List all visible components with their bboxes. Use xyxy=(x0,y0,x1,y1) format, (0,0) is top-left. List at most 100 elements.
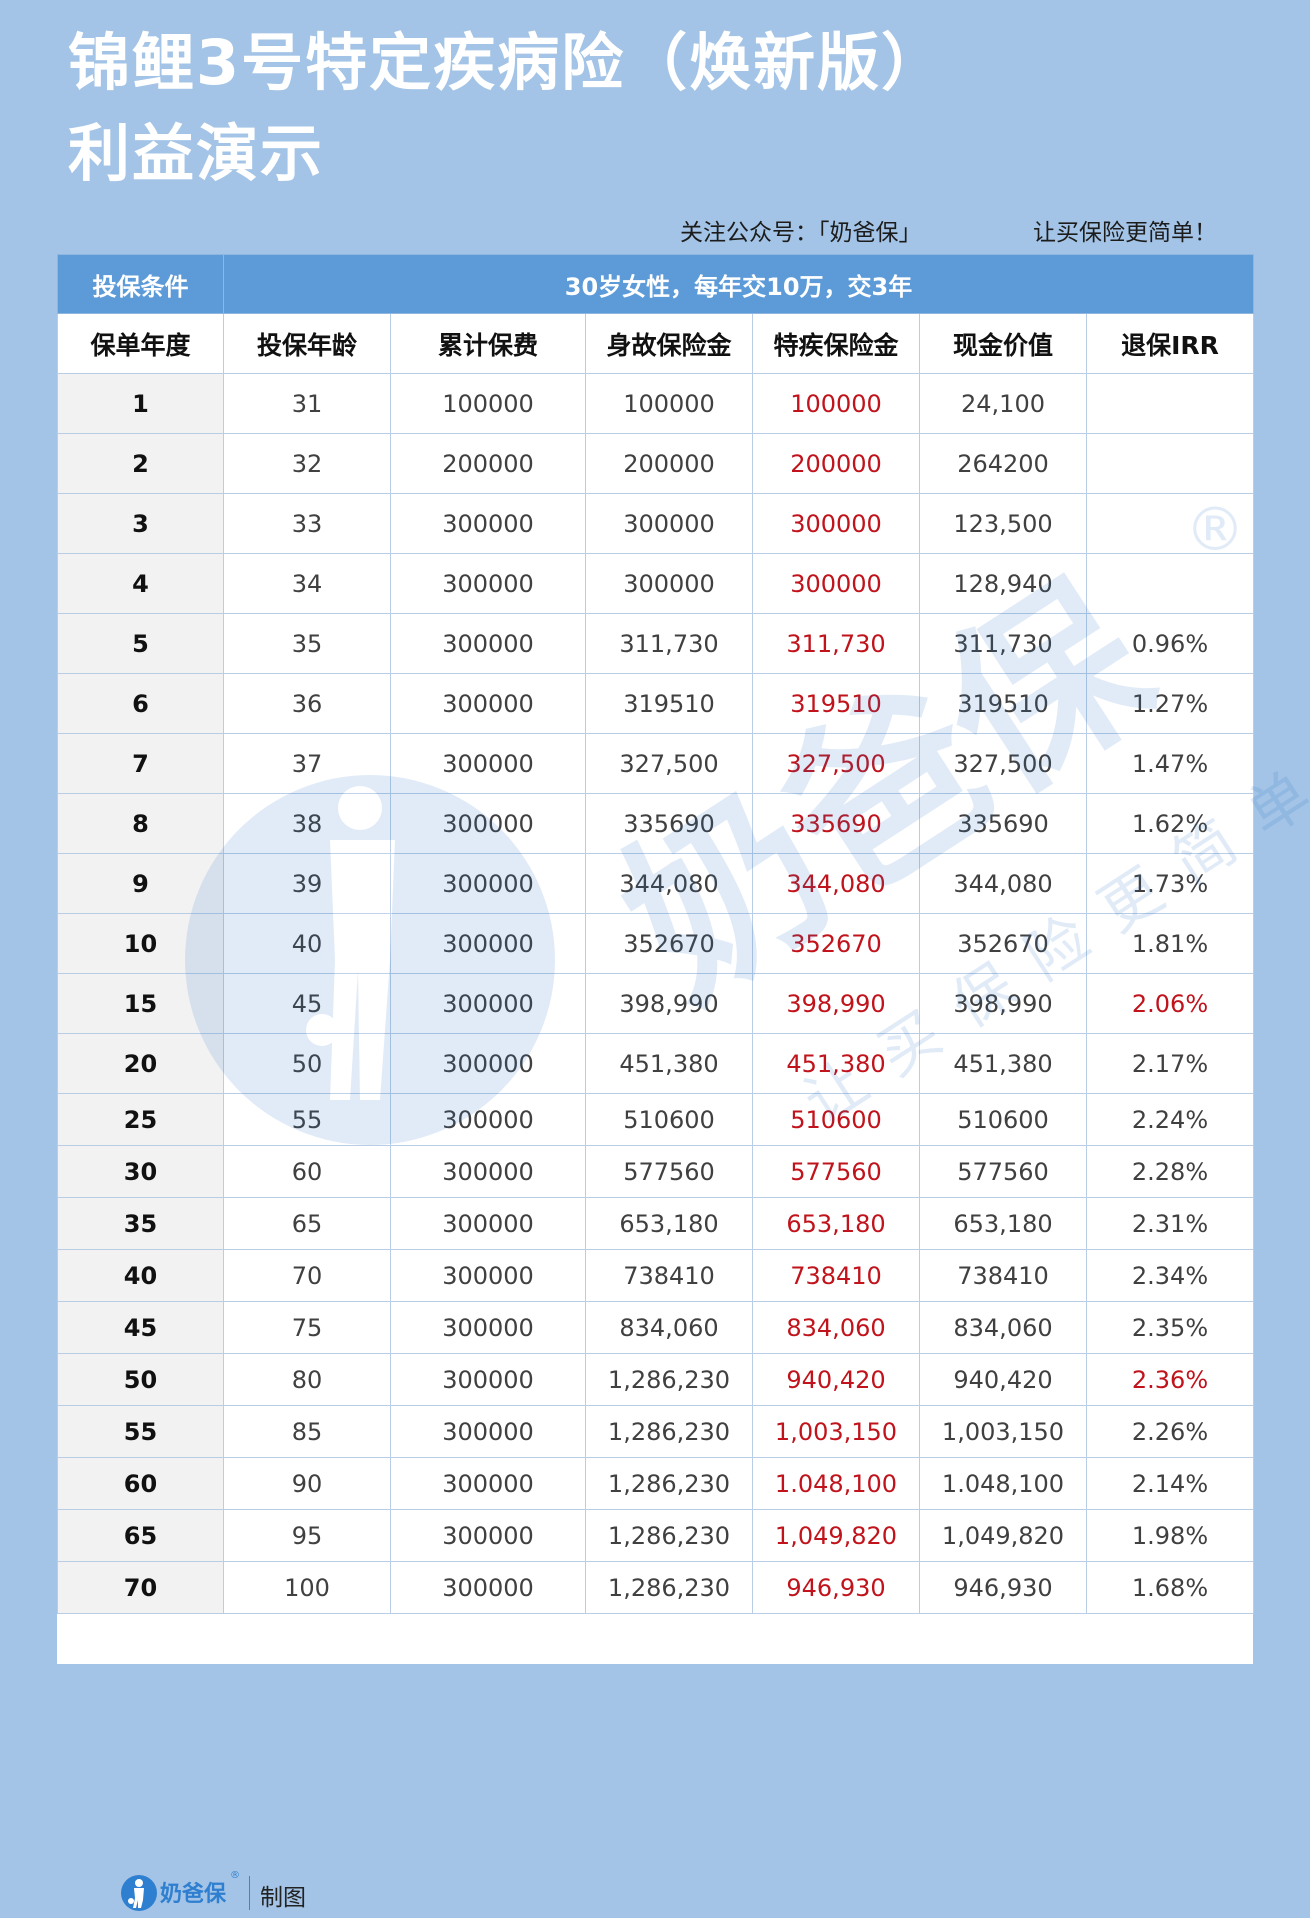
cell-total-premium: 300000 xyxy=(390,1353,586,1406)
cell-surrender-irr: 2.36% xyxy=(1085,1353,1255,1406)
cell-critical-benefit: 100000 xyxy=(752,373,920,434)
table-row: 55 85 300000 1,286,230 1,003,150 1,003,150 2.2… xyxy=(57,1405,1255,1458)
cell-total-premium: 300000 xyxy=(390,1405,586,1458)
cell-policy-year: 20 xyxy=(57,1033,224,1094)
cell-critical-benefit: 200000 xyxy=(752,433,920,494)
cell-surrender-irr xyxy=(1085,553,1255,614)
page-subtitle: 利益演示 xyxy=(68,117,325,190)
cell-critical-benefit: 946,930 xyxy=(752,1561,920,1614)
table-row: 70 100 300000 1,286,230 946,930 946,930 1.68% xyxy=(57,1561,1255,1614)
cell-cash-value: 128,940 xyxy=(919,553,1087,614)
cell-insured-age: 90 xyxy=(223,1457,391,1510)
cell-surrender-irr: 2.28% xyxy=(1085,1145,1255,1198)
cell-cash-value: 264200 xyxy=(919,433,1087,494)
cell-cash-value: 24,100 xyxy=(919,373,1087,434)
cell-critical-benefit: 352670 xyxy=(752,913,920,974)
cell-death-benefit: 1,286,230 xyxy=(585,1457,753,1510)
cell-critical-benefit: 300000 xyxy=(752,493,920,554)
footer-divider xyxy=(249,1876,250,1910)
cell-critical-benefit: 940,420 xyxy=(752,1353,920,1406)
table-row: 60 90 300000 1,286,230 1.048,100 1.048,100 2.1… xyxy=(57,1457,1255,1510)
cell-policy-year: 4 xyxy=(57,553,224,614)
cell-insured-age: 36 xyxy=(223,673,391,734)
col-header-surrender-irr: 退保IRR xyxy=(1085,313,1255,374)
cell-surrender-irr xyxy=(1085,373,1255,434)
cell-death-benefit: 327,500 xyxy=(585,733,753,794)
cell-insured-age: 37 xyxy=(223,733,391,794)
cell-policy-year: 40 xyxy=(57,1249,224,1302)
table-row: 50 80 300000 1,286,230 940,420 940,420 2.36% xyxy=(57,1353,1255,1406)
cell-cash-value: 319510 xyxy=(919,673,1087,734)
col-header-critical-benefit: 特疾保险金 xyxy=(752,313,920,374)
cell-policy-year: 45 xyxy=(57,1301,224,1354)
cell-cash-value: 1,003,150 xyxy=(919,1405,1087,1458)
cell-cash-value: 311,730 xyxy=(919,613,1087,674)
cell-surrender-irr: 1.27% xyxy=(1085,673,1255,734)
col-header-policy-year: 保单年度 xyxy=(57,313,224,374)
cell-death-benefit: 653,180 xyxy=(585,1197,753,1250)
brand-logo-text: 奶爸保 xyxy=(160,1882,227,1907)
cell-cash-value: 451,380 xyxy=(919,1033,1087,1094)
cell-surrender-irr: 1.62% xyxy=(1085,793,1255,854)
footer: 奶爸保 ® 制图 xyxy=(114,1868,1310,1918)
cell-death-benefit: 510600 xyxy=(585,1093,753,1146)
cell-death-benefit: 100000 xyxy=(585,373,753,434)
cell-death-benefit: 398,990 xyxy=(585,973,753,1034)
tagline-text: 让买保险更简单！ xyxy=(1033,220,1217,246)
cell-surrender-irr: 2.17% xyxy=(1085,1033,1255,1094)
cell-cash-value: 653,180 xyxy=(919,1197,1087,1250)
cell-critical-benefit: 577560 xyxy=(752,1145,920,1198)
page-title: 锦鲤3号特定疾病险（焕新版） xyxy=(68,26,946,99)
cell-critical-benefit: 653,180 xyxy=(752,1197,920,1250)
cell-critical-benefit: 451,380 xyxy=(752,1033,920,1094)
cell-total-premium: 300000 xyxy=(390,1249,586,1302)
cell-insured-age: 38 xyxy=(223,793,391,854)
cell-policy-year: 65 xyxy=(57,1509,224,1562)
cell-total-premium: 300000 xyxy=(390,613,586,674)
condition-value: 30岁女性，每年交10万，交3年 xyxy=(222,254,1255,314)
cell-total-premium: 300000 xyxy=(390,853,586,914)
cell-total-premium: 300000 xyxy=(390,973,586,1034)
cell-surrender-irr: 1.68% xyxy=(1085,1561,1255,1614)
table-row: 10 40 300000 352670 352670 352670 1.81% xyxy=(57,913,1255,974)
cell-critical-benefit: 510600 xyxy=(752,1093,920,1146)
cell-death-benefit: 319510 xyxy=(585,673,753,734)
cell-cash-value: 123,500 xyxy=(919,493,1087,554)
chart-credit: 制图 xyxy=(260,1885,306,1911)
cell-insured-age: 45 xyxy=(223,973,391,1034)
cell-total-premium: 300000 xyxy=(390,673,586,734)
cell-policy-year: 5 xyxy=(57,613,224,674)
cell-total-premium: 300000 xyxy=(390,1145,586,1198)
cell-surrender-irr: 1.47% xyxy=(1085,733,1255,794)
cell-surrender-irr: 2.31% xyxy=(1085,1197,1255,1250)
cell-cash-value: 398,990 xyxy=(919,973,1087,1034)
cell-surrender-irr: 1.73% xyxy=(1085,853,1255,914)
cell-policy-year: 25 xyxy=(57,1093,224,1146)
cell-total-premium: 200000 xyxy=(390,433,586,494)
cell-surrender-irr: 0.96% xyxy=(1085,613,1255,674)
cell-death-benefit: 451,380 xyxy=(585,1033,753,1094)
cell-cash-value: 352670 xyxy=(919,913,1087,974)
cell-death-benefit: 1,286,230 xyxy=(585,1405,753,1458)
table-row: 20 50 300000 451,380 451,380 451,380 2.17% xyxy=(57,1033,1255,1094)
cell-surrender-irr: 2.24% xyxy=(1085,1093,1255,1146)
cell-policy-year: 7 xyxy=(57,733,224,794)
cell-critical-benefit: 1,003,150 xyxy=(752,1405,920,1458)
cell-cash-value: 834,060 xyxy=(919,1301,1087,1354)
cell-insured-age: 60 xyxy=(223,1145,391,1198)
cell-total-premium: 300000 xyxy=(390,1197,586,1250)
table-row: 5 35 300000 311,730 311,730 311,730 0.96% xyxy=(57,613,1255,674)
cell-policy-year: 6 xyxy=(57,673,224,734)
cell-death-benefit: 344,080 xyxy=(585,853,753,914)
cell-insured-age: 65 xyxy=(223,1197,391,1250)
cell-cash-value: 738410 xyxy=(919,1249,1087,1302)
cell-total-premium: 300000 xyxy=(390,1509,586,1562)
follow-account-text: 关注公众号：「奶爸保」 xyxy=(680,220,922,246)
cell-death-benefit: 352670 xyxy=(585,913,753,974)
cell-surrender-irr xyxy=(1085,433,1255,494)
cell-death-benefit: 834,060 xyxy=(585,1301,753,1354)
cell-death-benefit: 200000 xyxy=(585,433,753,494)
cell-total-premium: 300000 xyxy=(390,913,586,974)
col-header-insured-age: 投保年龄 xyxy=(223,313,391,374)
cell-critical-benefit: 1,049,820 xyxy=(752,1509,920,1562)
